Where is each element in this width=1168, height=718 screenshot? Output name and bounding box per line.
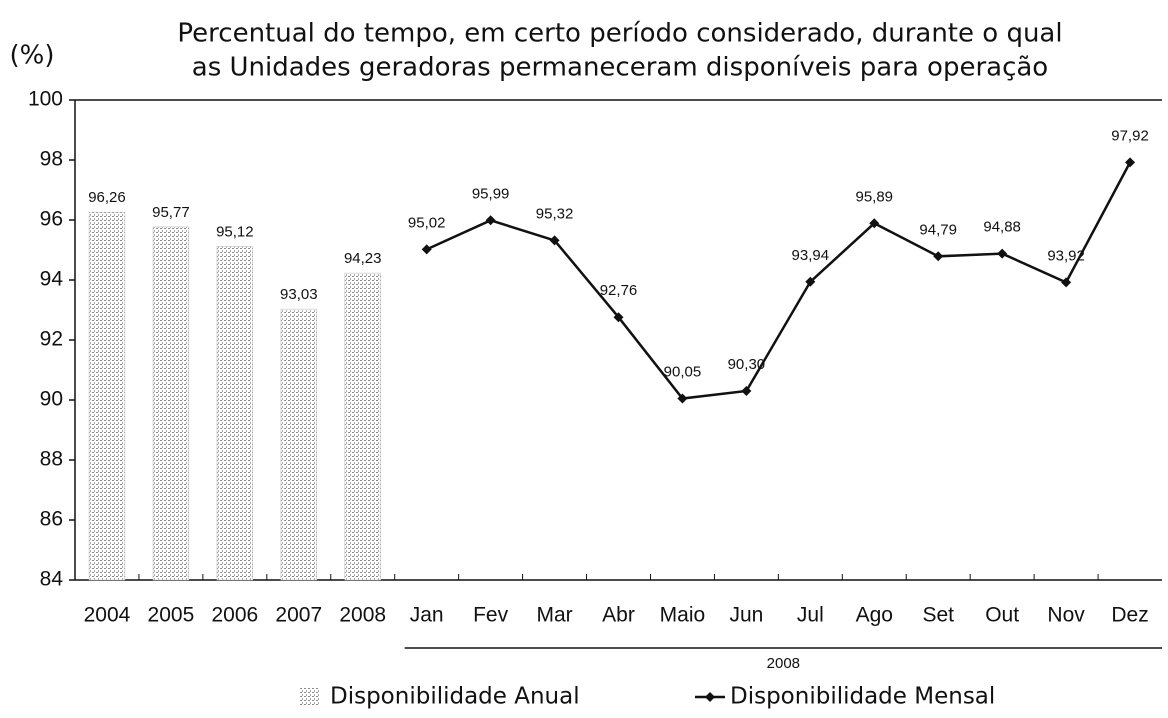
legend-label: Disponibilidade Anual <box>330 684 580 710</box>
data-label: 93,92 <box>1047 247 1085 264</box>
legend-swatch <box>300 688 320 706</box>
y-axis-label: (%) <box>10 41 55 71</box>
point <box>741 386 752 396</box>
y-tick-label: 92 <box>40 328 63 351</box>
x-tick-label: Jun <box>729 604 763 627</box>
legend-label: Disponibilidade Mensal <box>730 684 995 710</box>
data-label: 95,89 <box>855 188 893 205</box>
x-tick-label: 2004 <box>84 604 131 627</box>
data-label: 95,12 <box>216 223 254 240</box>
data-label: 93,03 <box>280 286 318 303</box>
point <box>677 393 688 404</box>
bar <box>88 211 126 581</box>
x-tick-label: Nov <box>1047 604 1085 627</box>
point <box>997 248 1008 259</box>
x-tick-label: Mar <box>536 604 572 627</box>
x-tick-label: Abr <box>602 604 635 627</box>
point <box>1125 157 1136 168</box>
x-tick-label: Jan <box>410 604 444 627</box>
x-tick-label: 2005 <box>148 604 195 627</box>
bar <box>280 308 317 581</box>
point <box>421 244 432 255</box>
data-label: 90,30 <box>728 356 766 373</box>
point <box>805 276 816 287</box>
y-tick-label: 98 <box>40 148 63 171</box>
y-tick-label: 84 <box>40 568 64 591</box>
point <box>485 215 496 226</box>
data-label: 96,26 <box>88 189 126 206</box>
data-label: 95,02 <box>408 214 446 231</box>
x-tick-label: 2006 <box>211 604 258 627</box>
bar <box>344 272 381 581</box>
y-tick-label: 88 <box>40 448 63 471</box>
x-tick-label: 2008 <box>339 604 386 627</box>
data-label: 92,76 <box>600 282 638 299</box>
x-tick-label: Out <box>985 604 1019 627</box>
x-tick-label: 2007 <box>275 604 322 627</box>
chart-title: as Unidades geradoras permaneceram dispo… <box>192 53 1048 83</box>
x-tick-label: Ago <box>856 604 893 627</box>
point <box>549 235 560 246</box>
data-label: 93,94 <box>792 247 830 264</box>
x-group-label: 2008 <box>767 655 800 672</box>
x-tick-label: Fev <box>473 604 509 627</box>
point <box>613 312 624 323</box>
legend-swatch <box>705 692 715 702</box>
chart-title: Percentual do tempo, em certo período co… <box>177 19 1062 49</box>
data-label: 95,77 <box>152 204 190 221</box>
bar <box>216 246 254 581</box>
point <box>1061 277 1072 288</box>
y-tick-label: 94 <box>40 268 64 291</box>
line <box>426 161 1132 400</box>
data-label: 94,79 <box>919 221 957 238</box>
x-tick-label: Maio <box>660 604 706 627</box>
data-label: 90,05 <box>664 363 702 380</box>
point <box>869 218 880 229</box>
x-tick-label: Set <box>922 604 954 627</box>
bar <box>152 226 190 581</box>
data-label: 94,23 <box>344 250 382 267</box>
y-tick-label: 100 <box>28 88 63 111</box>
point <box>933 251 944 262</box>
data-label: 97,92 <box>1111 127 1149 144</box>
data-label: 95,32 <box>536 205 574 222</box>
y-tick-label: 90 <box>40 388 63 411</box>
x-tick-label: Jul <box>797 604 824 627</box>
data-label: 95,99 <box>472 185 510 202</box>
data-label: 94,88 <box>983 219 1021 236</box>
x-tick-label: Dez <box>1111 604 1148 627</box>
y-tick-label: 96 <box>40 208 63 231</box>
y-tick-label: 86 <box>40 508 63 531</box>
